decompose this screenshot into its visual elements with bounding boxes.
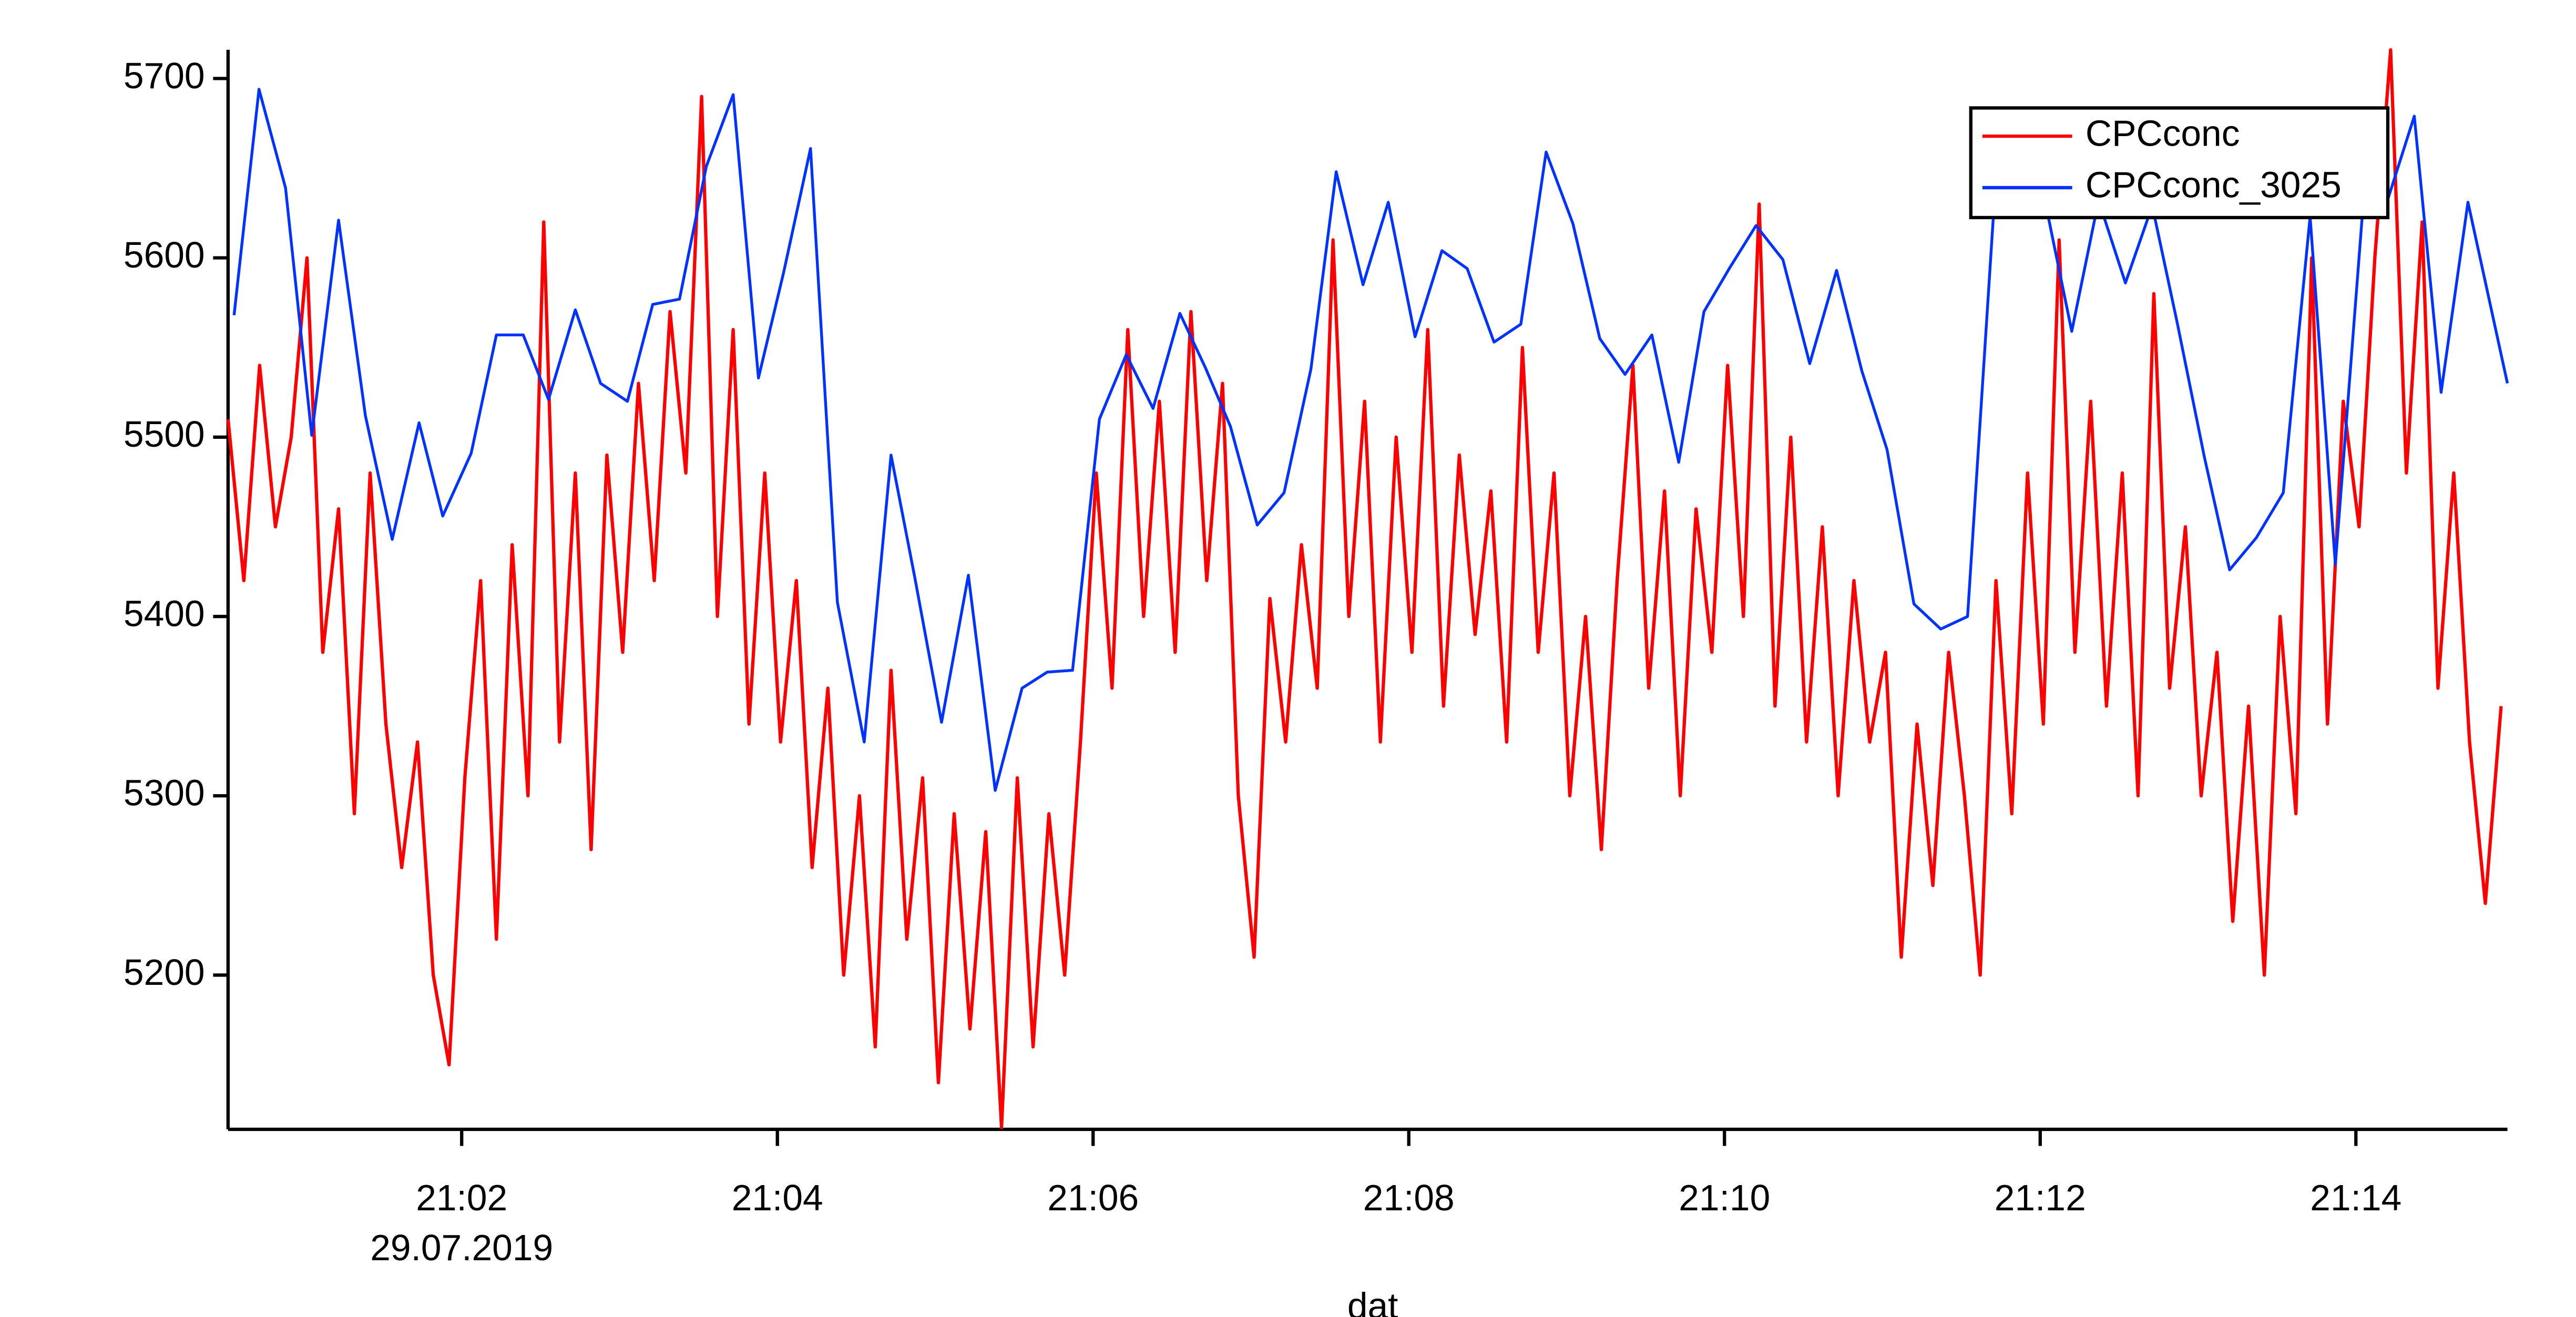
x-axis-label: dat bbox=[1347, 1285, 1398, 1317]
y-tick-label: 5500 bbox=[124, 414, 205, 455]
date-label: 29.07.2019 bbox=[370, 1227, 553, 1268]
y-tick-label: 5600 bbox=[124, 234, 205, 275]
legend-box bbox=[1969, 106, 2390, 220]
x-tick-label: 21:02 bbox=[416, 1177, 507, 1218]
series-line bbox=[232, 88, 2509, 792]
x-tick-label: 21:08 bbox=[1363, 1177, 1455, 1218]
x-tick-label: 21:14 bbox=[2310, 1177, 2401, 1218]
legend-label: CPCconc_3025 bbox=[2086, 164, 2342, 205]
y-tick-label: 5700 bbox=[124, 55, 205, 96]
legend-label: CPCconc bbox=[2086, 112, 2240, 153]
y-tick-label: 5300 bbox=[124, 773, 205, 814]
x-tick-label: 21:04 bbox=[732, 1177, 823, 1218]
x-tick-label: 21:10 bbox=[1679, 1177, 1770, 1218]
y-tick-label: 5400 bbox=[124, 593, 205, 634]
y-tick-label: 5200 bbox=[124, 952, 205, 993]
x-tick-label: 21:12 bbox=[1995, 1177, 2086, 1218]
series-line bbox=[226, 48, 2503, 1129]
x-tick-label: 21:06 bbox=[1047, 1177, 1139, 1218]
